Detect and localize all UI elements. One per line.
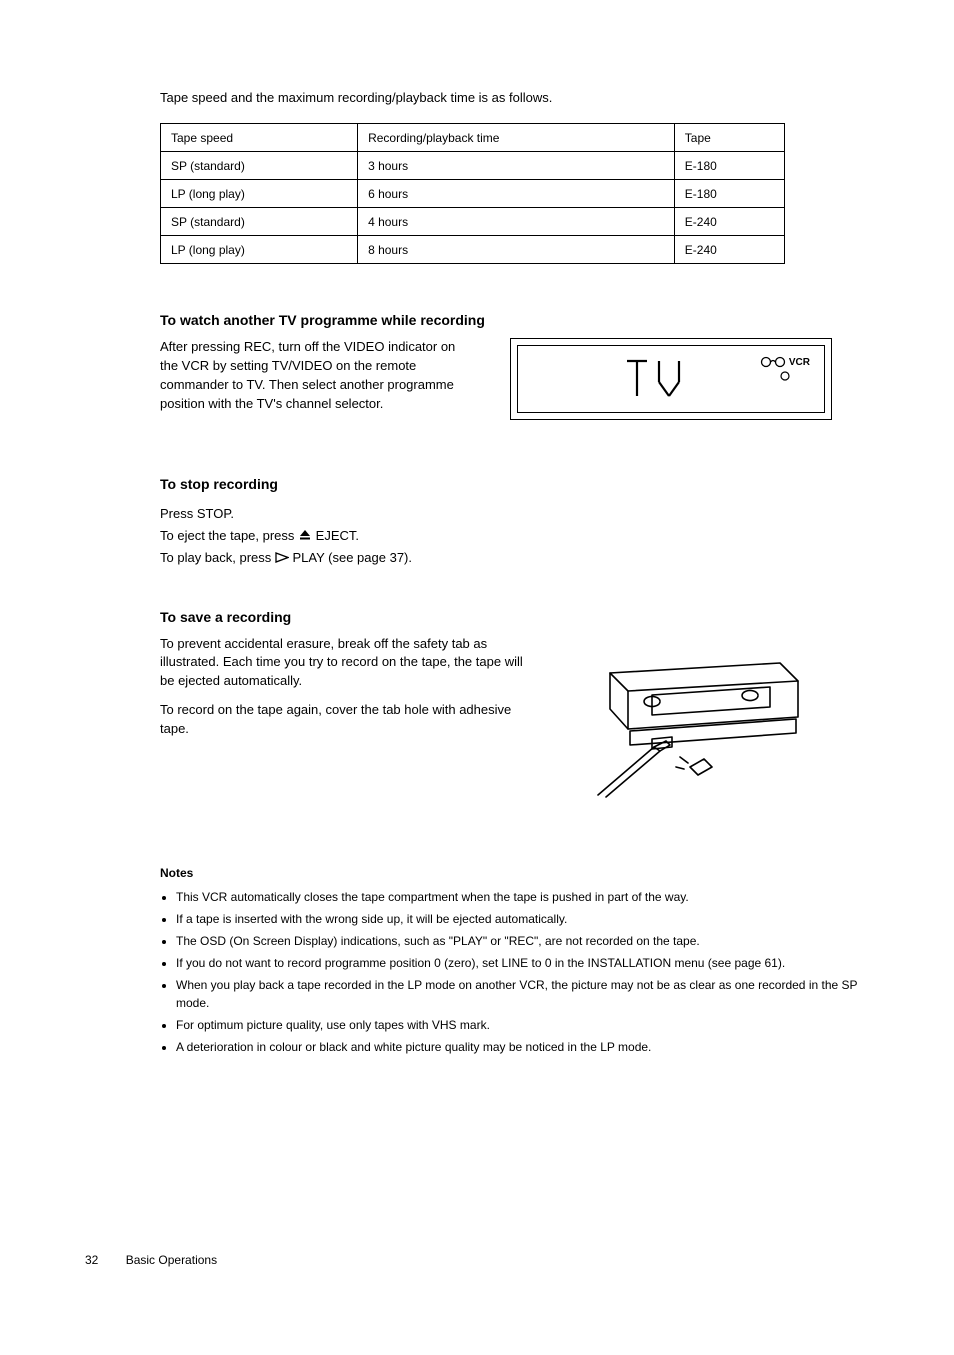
spectacles-icon (760, 356, 786, 368)
vcr-indicator: VCR (760, 356, 810, 387)
cassette-figure (580, 645, 810, 810)
table-cell: 6 hours (358, 180, 675, 208)
list-text: EJECT. (312, 528, 359, 543)
note-item: If you do not want to record programme p… (176, 954, 869, 972)
table-cell: SP (standard) (161, 208, 358, 236)
table-cell: E-240 (674, 208, 784, 236)
list-item: To eject the tape, press EJECT. (160, 526, 869, 547)
note-item: If a tape is inserted with the wrong sid… (176, 910, 869, 928)
list-item: Press STOP. (160, 504, 869, 524)
safety-para: To prevent accidental erasure, break off… (160, 635, 540, 692)
note-item: For optimum picture quality, use only ta… (176, 1016, 869, 1034)
note-item: The OSD (On Screen Display) indications,… (176, 932, 869, 950)
col-header: Recording/playback time (358, 124, 675, 152)
vcr-display-panel: VCR (510, 338, 832, 420)
page-section-title: Basic Operations (126, 1253, 217, 1267)
table-row: LP (long play) 8 hours E-240 (161, 236, 785, 264)
safety-text: To prevent accidental erasure, break off… (160, 635, 540, 749)
table-row: SP (standard) 4 hours E-240 (161, 208, 785, 236)
list-text: Press STOP. (160, 506, 234, 521)
notes-list: This VCR automatically closes the tape c… (160, 888, 869, 1056)
table-cell: E-180 (674, 180, 784, 208)
play-icon (275, 549, 289, 569)
vcr-display-inner: VCR (517, 345, 825, 413)
stop-rec-list: Press STOP. To eject the tape, press EJE… (160, 504, 869, 569)
list-item: To play back, press PLAY (see page 37). (160, 548, 869, 569)
cassette-icon (580, 645, 810, 805)
note-item: A deterioration in colour or black and w… (176, 1038, 869, 1056)
seven-segment-tv (623, 358, 693, 407)
note-item: This VCR automatically closes the tape c… (176, 888, 869, 906)
safety-para: To record on the tape again, cover the t… (160, 701, 540, 739)
vcr-dot-icon (760, 369, 810, 387)
table-header-row: Tape speed Recording/playback time Tape (161, 124, 785, 152)
table-cell: 8 hours (358, 236, 675, 264)
list-text: PLAY (see page 37). (289, 550, 412, 565)
table-cell: LP (long play) (161, 236, 358, 264)
vcr-label: VCR (789, 357, 810, 368)
safety-heading: To save a recording (160, 609, 869, 625)
table-row: LP (long play) 6 hours E-180 (161, 180, 785, 208)
intro-text: Tape speed and the maximum recording/pla… (160, 90, 869, 105)
notes-heading: Notes (160, 866, 869, 880)
list-text: To play back, press (160, 550, 275, 565)
table-cell: LP (long play) (161, 180, 358, 208)
table-cell: 3 hours (358, 152, 675, 180)
table-cell: SP (standard) (161, 152, 358, 180)
note-item: When you play back a tape recorded in th… (176, 976, 869, 1012)
table-cell: E-240 (674, 236, 784, 264)
speed-table: Tape speed Recording/playback time Tape … (160, 123, 785, 264)
display-description: After pressing REC, turn off the VIDEO i… (160, 338, 470, 420)
list-text: To eject the tape, press (160, 528, 298, 543)
table-row: SP (standard) 3 hours E-180 (161, 152, 785, 180)
table-cell: E-180 (674, 152, 784, 180)
col-header: Tape (674, 124, 784, 152)
table-cell: 4 hours (358, 208, 675, 236)
eject-icon (298, 527, 312, 547)
stop-rec-heading: To stop recording (160, 476, 869, 492)
display-heading: To watch another TV programme while reco… (160, 312, 869, 328)
col-header: Tape speed (161, 124, 358, 152)
page-footer: 32 Basic Operations (85, 1253, 217, 1267)
seven-seg-icon (623, 358, 693, 402)
page-number: 32 (85, 1253, 98, 1267)
